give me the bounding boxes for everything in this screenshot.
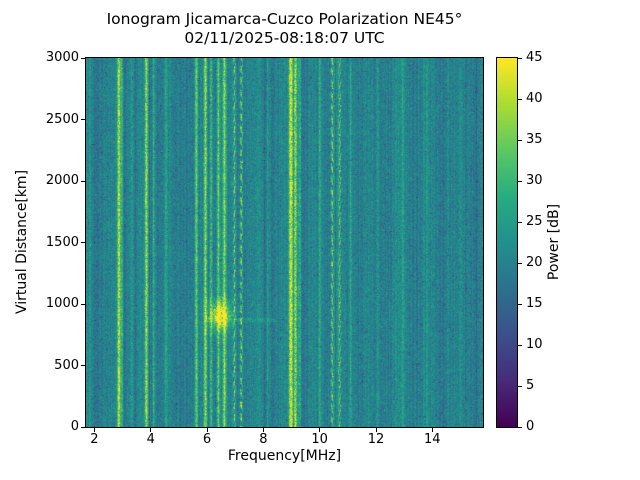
colorbar-tick-mark <box>518 385 522 387</box>
y-tick-mark <box>81 303 85 305</box>
y-tick-mark <box>81 365 85 366</box>
colorbar-tick-label: 0 <box>526 419 535 434</box>
colorbar-tick-label: 15 <box>526 296 543 311</box>
colorbar-tick-label: 20 <box>526 255 543 270</box>
x-tick-mark <box>431 428 433 432</box>
colorbar-tick-mark <box>518 57 522 59</box>
colorbar-tick-label: 30 <box>526 173 543 188</box>
colorbar-tick-label: 25 <box>526 214 543 229</box>
colorbar-tick-mark <box>518 180 522 182</box>
x-tick-mark <box>206 428 208 432</box>
y-tick-label: 1000 <box>45 296 79 311</box>
colorbar-tick-mark <box>518 139 522 141</box>
colorbar-tick-mark <box>518 426 522 428</box>
y-axis-label: Virtual Distance[km] <box>14 169 30 315</box>
colorbar-tick-label: 45 <box>526 50 543 65</box>
colorbar-tick-label: 10 <box>526 337 543 352</box>
colorbar-tick-mark <box>518 98 522 100</box>
y-tick-label: 500 <box>54 357 79 373</box>
y-tick-label: 3000 <box>45 50 79 65</box>
x-tick-label: 4 <box>146 432 155 447</box>
y-tick-mark <box>81 426 85 428</box>
x-tick-mark <box>375 428 377 432</box>
colorbar-tick-label: 5 <box>526 378 535 393</box>
y-tick-label: 2000 <box>45 173 79 188</box>
colorbar <box>496 57 518 428</box>
colorbar-tick-mark <box>518 303 522 305</box>
x-tick-label: 14 <box>424 432 441 447</box>
y-tick-mark <box>81 57 85 59</box>
x-tick-mark <box>150 428 152 432</box>
chart-title: Ionogram Jicamarca-Cuzco Polarization NE… <box>106 10 463 28</box>
x-tick-label: 2 <box>90 432 99 447</box>
x-tick-label: 10 <box>311 432 328 447</box>
y-tick-mark <box>81 119 85 120</box>
colorbar-tick-mark <box>518 344 522 346</box>
x-tick-mark <box>93 428 95 432</box>
chart-title-block: Ionogram Jicamarca-Cuzco Polarization NE… <box>85 10 484 48</box>
y-tick-mark <box>81 180 85 182</box>
colorbar-tick-label: 35 <box>526 132 543 147</box>
x-tick-label: 12 <box>367 432 385 447</box>
chart-subtitle: 02/11/2025-08:18:07 UTC <box>184 29 385 47</box>
x-tick-mark <box>262 428 264 432</box>
colorbar-canvas <box>497 58 517 427</box>
colorbar-tick-mark <box>518 262 522 264</box>
y-tick-label: 1500 <box>45 234 79 250</box>
x-tick-mark <box>319 428 321 432</box>
x-axis-label: Frequency[MHz] <box>227 448 342 464</box>
y-tick-label: 2500 <box>45 111 79 127</box>
plot-area <box>85 57 484 428</box>
x-tick-label: 6 <box>202 432 212 447</box>
colorbar-tick-mark <box>518 221 522 223</box>
y-tick-label: 0 <box>70 419 79 434</box>
x-tick-label: 8 <box>259 432 268 447</box>
colorbar-tick-label: 40 <box>526 91 543 106</box>
ionogram-heatmap-canvas <box>86 58 483 427</box>
y-tick-mark <box>81 242 85 243</box>
